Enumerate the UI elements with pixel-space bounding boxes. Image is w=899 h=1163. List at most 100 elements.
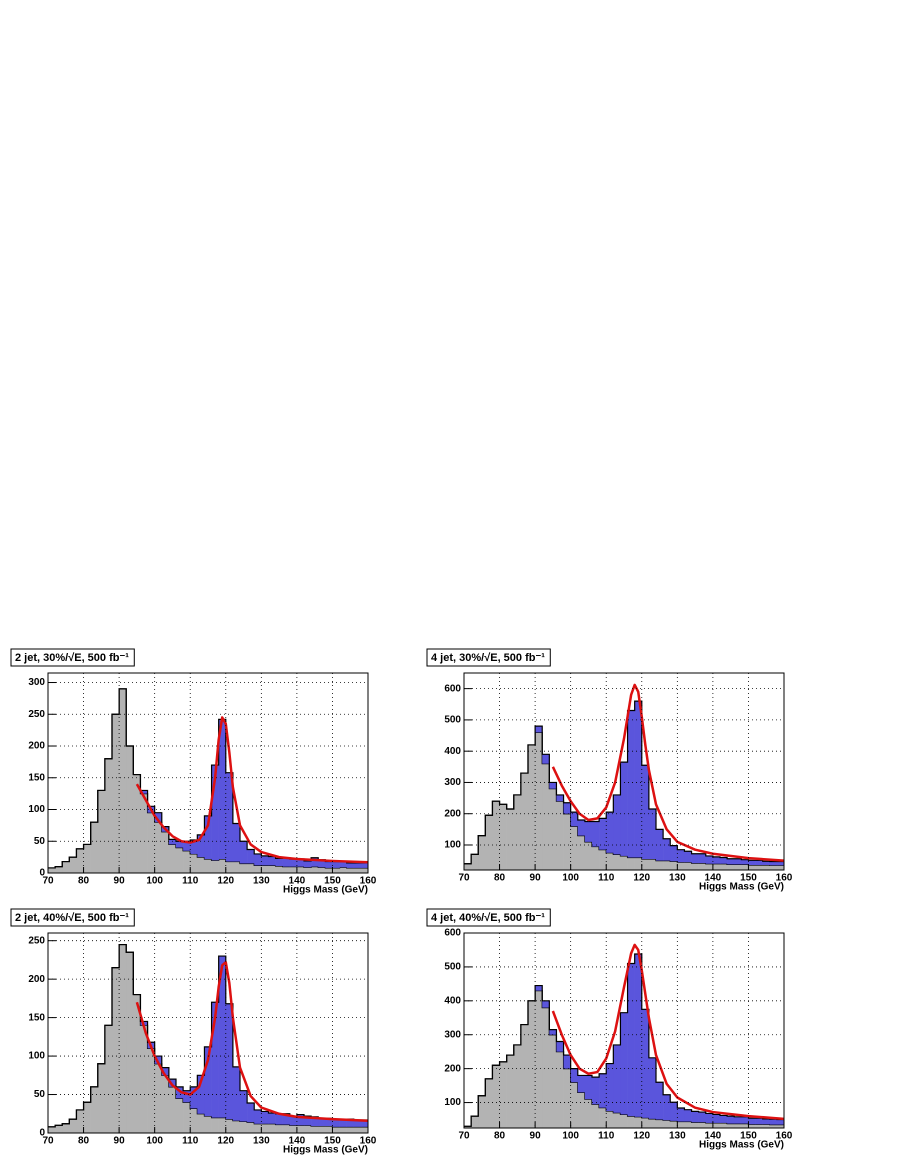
histogram-bar (254, 865, 262, 873)
histogram-bar (528, 1000, 536, 1128)
histogram-bar (140, 790, 148, 794)
histogram-bar (663, 860, 671, 870)
histogram-bar (261, 1123, 269, 1133)
histogram-bar (592, 1104, 600, 1128)
histogram-bar (720, 1122, 728, 1128)
x-tick-label: 160 (776, 1131, 793, 1142)
histogram-bar (705, 1113, 714, 1123)
histogram-bar (55, 1125, 63, 1133)
histogram-bar (599, 849, 607, 870)
histogram-bar (506, 809, 515, 870)
x-tick-label: 130 (669, 1131, 686, 1142)
histogram-bar (698, 853, 707, 864)
histogram-bar (620, 1012, 628, 1115)
plot-area (464, 943, 784, 1128)
histogram-bar (190, 1108, 198, 1133)
x-tick-label: 140 (289, 1136, 306, 1147)
histogram-bar (225, 1003, 234, 1120)
histogram-bar (133, 994, 141, 1133)
histogram-bar (332, 1119, 340, 1127)
histogram-bar (254, 1123, 262, 1133)
histogram-bar (161, 1075, 170, 1133)
histogram-bar (232, 1120, 241, 1133)
y-tick-label: 600 (444, 683, 461, 694)
histogram-bar (648, 859, 657, 870)
histogram-bar (656, 860, 664, 870)
histogram-bar (769, 1119, 778, 1125)
histogram-bar (584, 841, 593, 870)
histogram-bar (535, 732, 543, 870)
histogram-bar (168, 839, 177, 845)
histogram-bar (360, 1126, 368, 1133)
histogram-bar (499, 804, 507, 870)
histogram-bar (698, 1112, 707, 1123)
histogram-bar (762, 1124, 771, 1128)
histogram-bar (360, 1119, 368, 1127)
histogram-bar (734, 1116, 742, 1124)
histogram-bar (154, 1056, 163, 1064)
histogram-bar (346, 862, 355, 868)
histogram-bar (648, 1118, 657, 1128)
x-tick-label: 100 (562, 1131, 579, 1142)
chart-title: 4 jet, 30%/√E, 500 fb⁻¹ (431, 652, 545, 664)
histogram-bar (727, 858, 735, 865)
histogram-bar (556, 794, 564, 802)
x-tick-label: 70 (458, 873, 470, 884)
histogram-bar (282, 866, 291, 873)
histogram-bar (613, 854, 621, 870)
x-tick-label: 100 (562, 873, 579, 884)
x-tick-label: 100 (146, 876, 163, 887)
histogram-bar (670, 861, 678, 870)
histogram-bar (353, 862, 362, 868)
histogram-bar (247, 849, 255, 864)
histogram-bar (684, 851, 692, 863)
histogram-bar (556, 801, 564, 870)
x-tick-label: 140 (289, 876, 306, 887)
panel: 70 80 90 100 110 120 130 140 150 160 0 50 100 150 200 2… (10, 648, 377, 896)
histogram-bar (140, 793, 148, 873)
x-axis-label: Higgs Mass (GeV) (699, 1140, 784, 1151)
histogram-bar (677, 1121, 685, 1128)
histogram-bar (211, 1117, 219, 1133)
histogram-bar (232, 823, 241, 862)
histogram-bar (684, 1109, 692, 1122)
x-tick-label: 70 (42, 1136, 54, 1147)
x-axis-label: Higgs Mass (GeV) (283, 885, 368, 896)
histogram-bar (769, 1124, 778, 1128)
histogram-bar (332, 1126, 340, 1133)
histogram-bar (90, 822, 99, 873)
histogram-bar (520, 773, 529, 870)
histogram-bar (296, 1125, 305, 1133)
histogram-bar (570, 1068, 579, 1083)
histogram-bar (161, 1067, 170, 1076)
y-tick-label: 50 (34, 1089, 46, 1100)
histogram-bar (670, 1120, 678, 1128)
histogram-bar (240, 1090, 248, 1122)
x-tick-label: 140 (705, 1131, 722, 1142)
histogram-bar (741, 859, 749, 865)
histogram-bar (304, 860, 312, 868)
histogram-bar (183, 850, 191, 873)
histogram-bar (627, 1116, 635, 1128)
histogram-bar (599, 818, 607, 850)
histogram-bar (606, 1063, 614, 1112)
histogram-bar (528, 744, 536, 870)
x-tick-label: 150 (324, 1136, 341, 1147)
histogram-bar (154, 1063, 163, 1133)
histogram-bar (577, 819, 586, 836)
histogram-bar (641, 1009, 650, 1118)
histogram-bar (563, 813, 571, 870)
histogram-bar (712, 1114, 721, 1123)
histogram-bar (513, 1044, 522, 1128)
histogram-bar (570, 1082, 579, 1128)
histogram-bar (641, 859, 650, 870)
y-tick-label: 250 (28, 709, 45, 720)
histogram-bar (360, 862, 368, 868)
histogram-bar (218, 859, 227, 873)
histogram-bar (332, 867, 340, 873)
histogram-bar (691, 863, 699, 870)
histogram-bar (663, 1120, 671, 1128)
y-tick-label: 150 (28, 772, 45, 783)
y-tick-label: 100 (28, 1051, 45, 1062)
histogram-bar (762, 1118, 771, 1125)
